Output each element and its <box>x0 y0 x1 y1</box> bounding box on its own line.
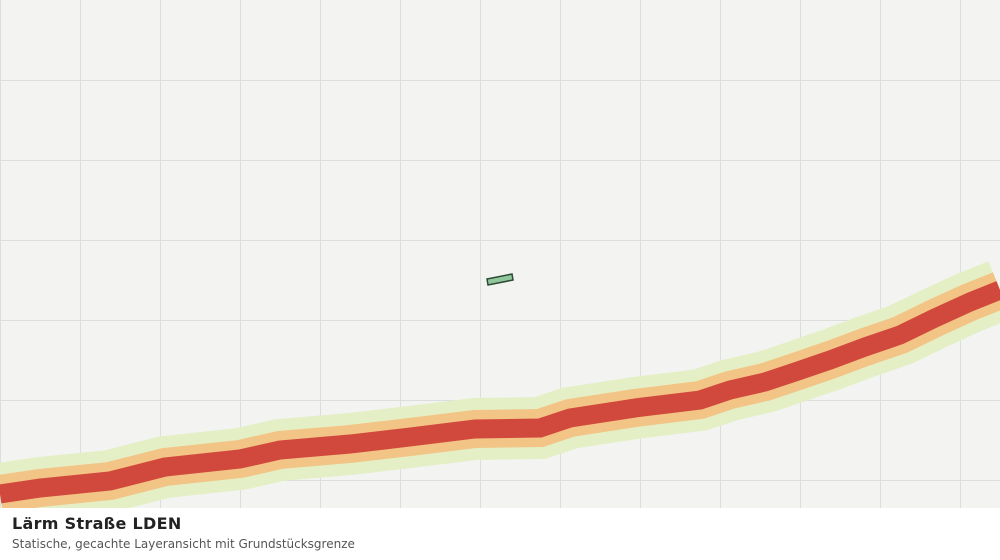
map-title: Lärm Straße LDEN <box>12 514 182 533</box>
map-view[interactable] <box>0 0 1000 508</box>
noise-bands <box>0 261 1000 508</box>
noise-zone-high <box>0 281 1000 504</box>
map-subtitle: Statische, gecachte Layeransicht mit Gru… <box>12 537 355 551</box>
parcel-boundary[interactable] <box>486 273 514 286</box>
legend-footer: Lärm Straße LDEN Statische, gecachte Lay… <box>0 508 1000 560</box>
tile-grid <box>0 0 1000 508</box>
